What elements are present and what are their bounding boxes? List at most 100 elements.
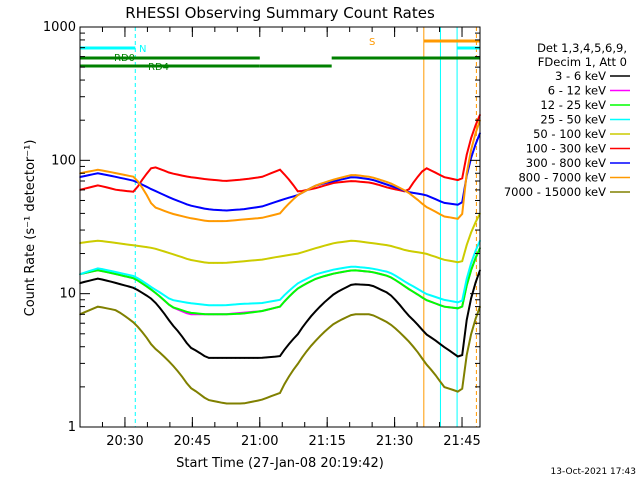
data-point [168, 303, 170, 306]
data-point [150, 167, 152, 170]
data-point [105, 240, 108, 243]
data-point [310, 187, 312, 189]
data-point [363, 283, 366, 286]
data-point [261, 205, 264, 208]
data-point [461, 387, 464, 390]
data-point [279, 212, 281, 215]
data-point [319, 246, 321, 248]
data-point [163, 313, 166, 315]
data-point [145, 283, 148, 285]
data-point [119, 272, 121, 274]
data-point [234, 402, 237, 405]
data-point [212, 357, 215, 359]
data-point [243, 218, 246, 221]
data-point [243, 402, 246, 405]
data-point [381, 243, 384, 246]
data-point [119, 242, 121, 245]
data-point [212, 179, 215, 181]
data-point [332, 293, 335, 296]
chart-title: RHESSI Observing Summary Count Rates [125, 4, 435, 22]
data-point [208, 313, 210, 316]
data-point [137, 185, 139, 188]
data-point [319, 276, 321, 279]
data-point [230, 303, 232, 306]
data-point [470, 333, 472, 336]
data-point [412, 195, 415, 198]
data-point [141, 179, 143, 181]
data-point [337, 272, 339, 274]
data-point [154, 348, 157, 350]
data-point [252, 302, 255, 305]
data-point [88, 309, 90, 312]
data-point [159, 295, 161, 298]
data-point [199, 393, 201, 396]
data-point [465, 354, 468, 357]
data-point [212, 400, 215, 402]
data-point [465, 154, 468, 156]
data-point [208, 304, 210, 307]
data-point [305, 350, 308, 353]
data-point [350, 174, 352, 176]
data-point [199, 352, 201, 354]
data-point [372, 182, 375, 185]
data-point [243, 357, 246, 359]
data-point [430, 208, 432, 211]
data-point [217, 401, 219, 403]
data-point [288, 254, 290, 256]
data-point [97, 267, 99, 270]
data-point [101, 306, 103, 309]
data-point [403, 285, 406, 287]
data-point [394, 299, 397, 302]
data-point [457, 203, 459, 206]
data-point [314, 247, 317, 249]
data-point [461, 354, 464, 356]
data-point [101, 270, 103, 272]
data-point [292, 195, 295, 198]
data-point [457, 261, 459, 264]
data-point [225, 313, 228, 316]
data-point [128, 175, 130, 177]
data-point [194, 260, 197, 262]
data-point [221, 209, 223, 212]
plot-area: N RD0 RD4 S [79, 27, 481, 427]
data-point [377, 268, 379, 271]
data-point [119, 274, 121, 276]
data-point [474, 132, 477, 134]
data-point [461, 260, 464, 263]
legend-label: 25 - 50 keV [540, 113, 606, 127]
data-point [297, 282, 299, 285]
data-point [394, 275, 397, 277]
data-point [345, 177, 348, 180]
data-point [292, 184, 295, 186]
data-point [212, 262, 215, 264]
data-point [141, 282, 143, 285]
data-point [394, 246, 397, 249]
data-point [230, 357, 232, 359]
data-point [163, 194, 166, 196]
data-point [203, 304, 206, 306]
data-point [452, 352, 455, 355]
data-point [123, 284, 126, 287]
data-point [292, 198, 295, 201]
data-point [150, 286, 152, 288]
data-point [421, 170, 424, 173]
data-point [470, 137, 472, 139]
x-tick-label: 20:30 [106, 434, 143, 449]
data-point [332, 242, 335, 245]
data-point [199, 206, 201, 209]
data-point [354, 269, 357, 272]
data-point [283, 173, 286, 176]
data-point [119, 177, 121, 179]
data-point [230, 402, 232, 405]
data-point [92, 307, 95, 310]
data-point [137, 279, 139, 282]
data-point [97, 277, 99, 280]
data-point [465, 172, 468, 175]
data-point [150, 297, 152, 300]
data-point [150, 288, 152, 291]
data-point [150, 188, 152, 190]
data-point [141, 292, 143, 294]
data-point [270, 300, 272, 303]
data-point [421, 202, 424, 205]
